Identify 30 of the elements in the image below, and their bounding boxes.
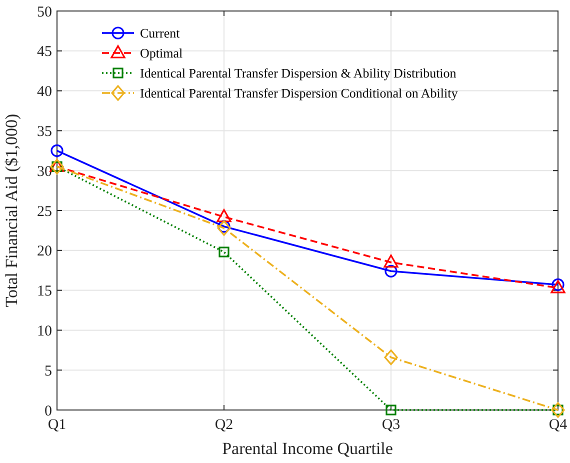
point (384, 264, 398, 278)
legend-label: Optimal (140, 46, 183, 61)
x-tick-label: Q1 (48, 417, 66, 433)
point (50, 144, 64, 157)
x-tick-label: Q2 (214, 417, 234, 433)
y-tick-label: 15 (37, 284, 52, 300)
y-tick-label: 50 (37, 4, 52, 20)
y-tick-label: 45 (37, 44, 52, 60)
legend-label: Current (140, 26, 180, 41)
point (386, 404, 396, 416)
y-tick-label: 0 (44, 403, 52, 420)
y-axis-title: Total Financial Aid ($1,000) (2, 114, 21, 308)
x-tick-label: Q4 (548, 417, 568, 433)
y-tick-label: 20 (37, 244, 52, 260)
legend-label: Identical Parental Transfer Dispersion & Ability Distribution (140, 66, 457, 81)
x-tick-label: Q3 (382, 417, 400, 433)
point (551, 402, 565, 418)
y-tick-label: 25 (37, 204, 52, 220)
legend-label: Identical Parental Transfer Dispersion Conditional on Ability (140, 86, 458, 101)
x-axis-title: Parental Income Quartile (222, 439, 393, 458)
y-tick-label: 35 (37, 124, 52, 140)
y-tick-label: 40 (37, 84, 52, 100)
y-tick-label: 5 (44, 363, 52, 380)
point (384, 254, 398, 268)
point (217, 220, 231, 236)
point (384, 350, 398, 366)
y-tick-label: 10 (37, 323, 52, 340)
point (216, 209, 232, 222)
point (50, 158, 64, 174)
point (218, 246, 230, 258)
